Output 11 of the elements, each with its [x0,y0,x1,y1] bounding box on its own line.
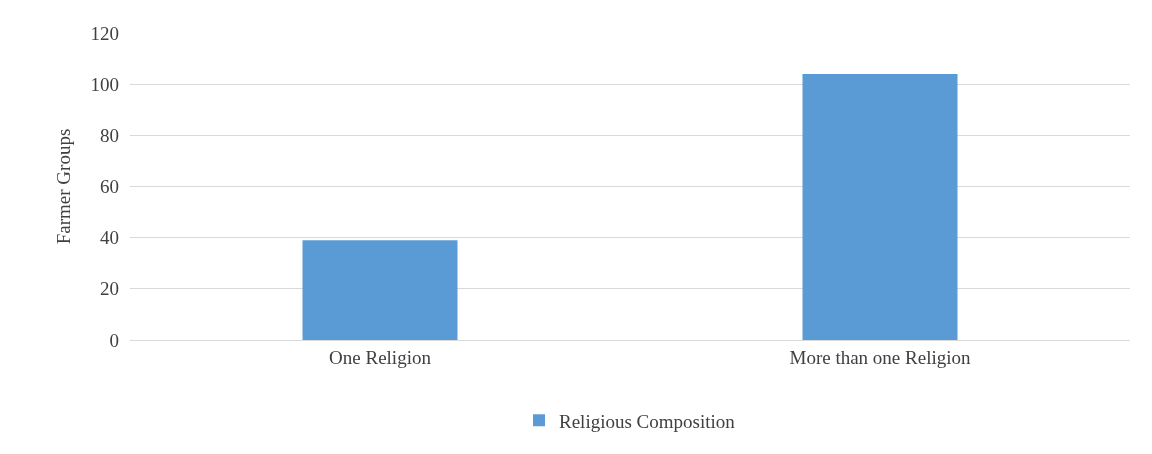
y-tick-label: 120 [90,22,119,44]
y-tick-label: 100 [90,73,119,95]
y-tick-label: 20 [100,278,119,300]
x-tick-label: One Religion [329,346,432,368]
y-tick-label: 80 [100,124,119,146]
y-tick-label: 40 [100,227,119,249]
y-axis-title: Farmer Groups [53,128,75,245]
legend-label: Religious Composition [559,410,736,432]
y-tick-label: 60 [100,176,119,198]
x-tick-label: More than one Religion [789,346,971,368]
y-tick-label: 0 [109,329,119,351]
